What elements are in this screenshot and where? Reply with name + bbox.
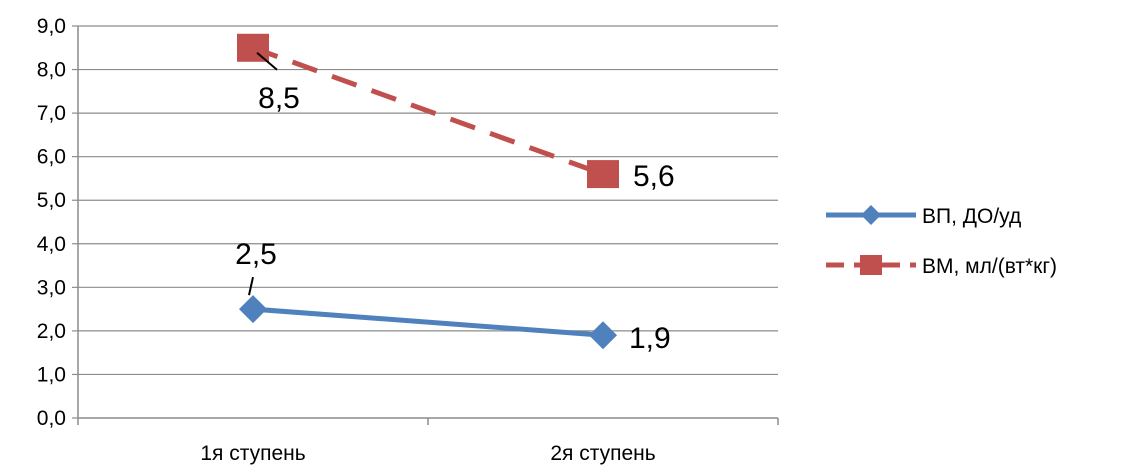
data-labels: 2,5 1,9 8,5 5,6 — [235, 52, 675, 355]
data-label-leader — [256, 52, 278, 71]
y-tick-label: 1,0 — [37, 363, 66, 386]
series-line-1 — [252, 45, 604, 177]
y-tick-label: 2,0 — [37, 320, 66, 343]
x-tick-label: 1я ступень — [200, 442, 305, 465]
legend-item-0: ВП, ДО/уд — [826, 205, 1021, 228]
legend-marker-square — [860, 255, 882, 275]
y-tick-label: 4,0 — [37, 233, 66, 256]
gridlines — [78, 25, 778, 376]
y-tick-label: 5,0 — [37, 189, 66, 212]
x-axis-tick-labels: 1я ступень 2я ступень — [200, 442, 655, 465]
data-label: 8,5 — [258, 82, 300, 115]
y-tick-label: 8,0 — [37, 59, 66, 82]
y-tick-label: 0,0 — [37, 407, 66, 430]
y-tick-label: 6,0 — [37, 146, 66, 169]
legend-label: ВМ, мл/(вт*кг) — [922, 255, 1057, 278]
data-label: 5,6 — [633, 160, 675, 193]
series — [237, 33, 619, 350]
legend-label: ВП, ДО/уд — [922, 205, 1021, 228]
data-label: 1,9 — [629, 322, 671, 355]
series-0-marker-0 — [239, 295, 267, 324]
y-tick-label: 7,0 — [37, 102, 66, 125]
series-1-marker-1 — [587, 160, 619, 189]
series-0-marker-1 — [589, 321, 617, 350]
data-label-leader — [248, 276, 254, 296]
series-line-0 — [250, 306, 606, 338]
y-axis-tick-labels: 0,0 1,0 2,0 3,0 4,0 5,0 6,0 7,0 8,0 9,0 — [37, 15, 66, 430]
axes — [72, 25, 779, 425]
legend-marker-diamond — [861, 205, 881, 225]
x-tick-label: 2я ступень — [550, 442, 655, 465]
series-1-marker-0 — [237, 33, 269, 62]
data-label: 2,5 — [235, 238, 277, 271]
legend: ВП, ДО/уд ВМ, мл/(вт*кг) — [826, 205, 1057, 278]
y-tick-label: 9,0 — [37, 15, 66, 38]
y-tick-label: 3,0 — [37, 276, 66, 299]
legend-item-1: ВМ, мл/(вт*кг) — [826, 255, 1057, 278]
